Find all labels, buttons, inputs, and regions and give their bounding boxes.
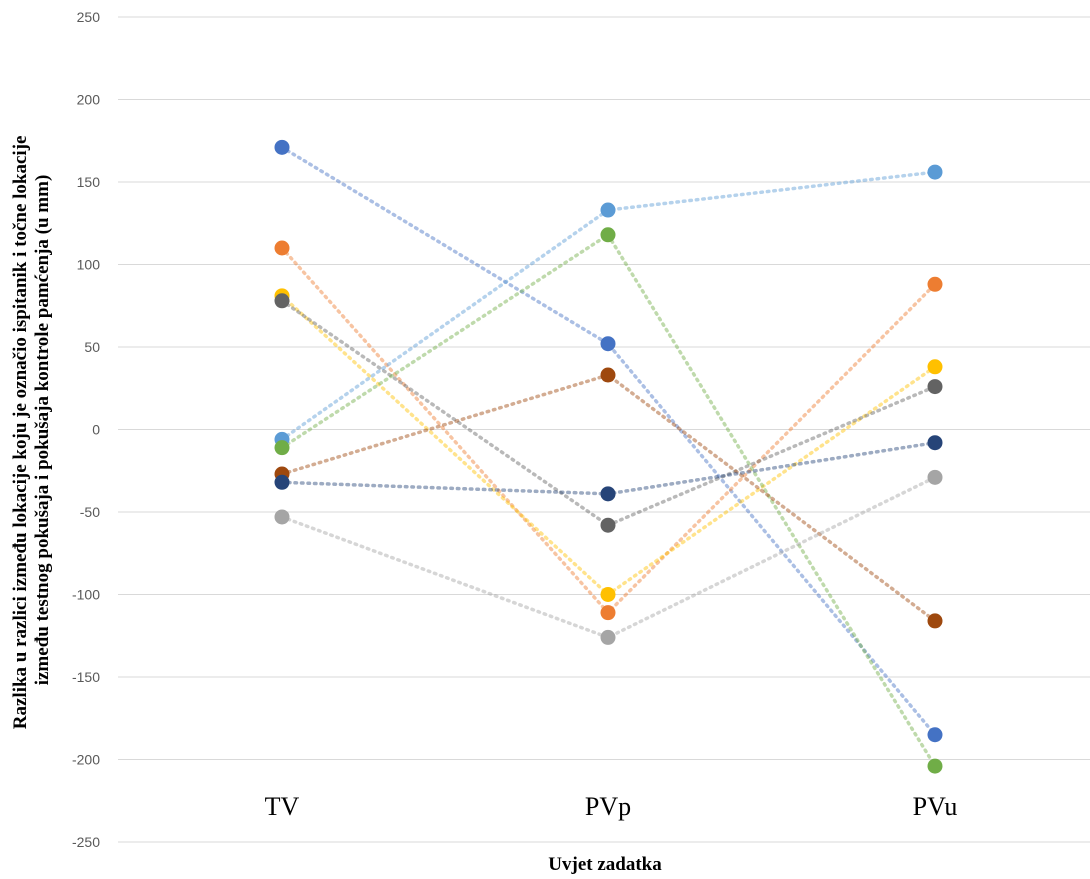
data-point bbox=[927, 276, 943, 292]
y-axis-title-line-2: između testnog pokušaja i pokušaja kontr… bbox=[32, 175, 53, 686]
data-point bbox=[600, 336, 616, 352]
x-tick-labels: TV PVp PVu bbox=[265, 792, 958, 821]
y-tick-label: -50 bbox=[80, 504, 100, 520]
data-point bbox=[927, 469, 943, 485]
data-point bbox=[927, 379, 943, 395]
y-tick-label: -150 bbox=[72, 669, 100, 685]
y-axis-title-line-1: Razlika u razlici između lokacije koju j… bbox=[10, 136, 31, 730]
series-points bbox=[274, 139, 943, 774]
y-tick-label: -100 bbox=[72, 587, 100, 603]
series-line bbox=[280, 246, 937, 616]
data-point bbox=[274, 139, 290, 155]
y-tick-label: -200 bbox=[72, 752, 100, 768]
data-point bbox=[274, 293, 290, 309]
data-point bbox=[927, 435, 943, 451]
data-point bbox=[274, 440, 290, 456]
gridlines bbox=[118, 16, 1090, 843]
y-tick-label: 50 bbox=[84, 339, 100, 355]
x-tick-label: PVp bbox=[585, 792, 631, 821]
data-point bbox=[274, 474, 290, 490]
series-line bbox=[280, 440, 937, 496]
y-tick-label: -250 bbox=[72, 834, 100, 850]
data-point bbox=[600, 605, 616, 621]
y-tick-label: 250 bbox=[77, 9, 101, 25]
data-point bbox=[600, 629, 616, 645]
x-axis-title: Uvjet zadatka bbox=[548, 854, 662, 875]
y-tick-label: 0 bbox=[92, 422, 100, 438]
data-point bbox=[274, 240, 290, 256]
y-tick-labels: 250 200 150 100 50 0 -50 -100 -150 -200 -250 bbox=[72, 9, 100, 850]
data-point bbox=[274, 509, 290, 525]
x-tick-label: PVu bbox=[913, 792, 958, 821]
data-point bbox=[927, 164, 943, 180]
data-point bbox=[927, 613, 943, 629]
y-tick-label: 100 bbox=[77, 257, 101, 273]
y-axis-title: Razlika u razlici između lokacije koju j… bbox=[10, 131, 53, 729]
series-line bbox=[280, 145, 937, 737]
y-tick-label: 200 bbox=[77, 92, 101, 108]
data-point bbox=[600, 227, 616, 243]
data-point bbox=[600, 202, 616, 218]
data-point bbox=[600, 587, 616, 602]
data-point bbox=[927, 758, 943, 774]
x-tick-label: TV bbox=[265, 792, 300, 821]
y-tick-label: 150 bbox=[77, 174, 101, 190]
data-point bbox=[927, 359, 943, 375]
data-point bbox=[600, 517, 616, 533]
data-point bbox=[927, 727, 943, 743]
data-point bbox=[600, 367, 616, 383]
data-point bbox=[600, 486, 616, 502]
